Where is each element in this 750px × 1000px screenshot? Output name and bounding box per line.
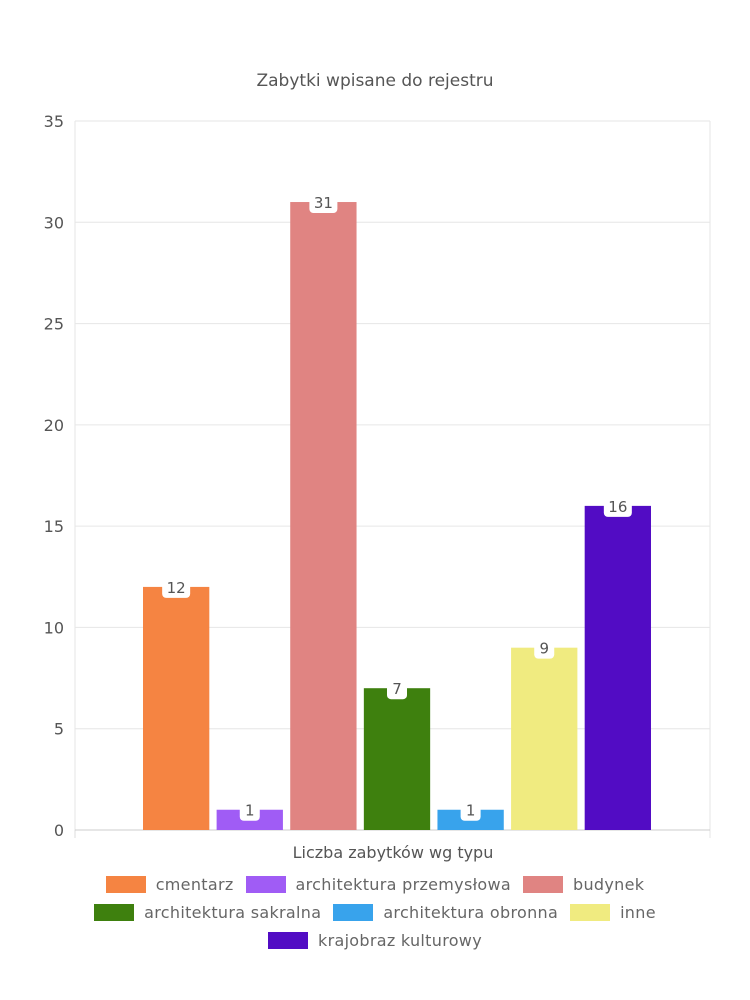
- legend-item[interactable]: krajobraz kulturowy: [268, 931, 482, 950]
- bar-6: [584, 505, 651, 830]
- data-label: 1: [466, 802, 476, 820]
- y-tick-label: 10: [44, 618, 64, 637]
- legend-item[interactable]: cmentarz: [105, 874, 234, 894]
- legend-row: cmentarz architektura przemysłowa budynek: [0, 870, 750, 898]
- legend-item[interactable]: inne: [570, 903, 656, 922]
- data-label-bg: [387, 677, 407, 700]
- data-labels: 12 1 31 7 1 9 16: [162, 191, 632, 821]
- bars: [143, 202, 651, 830]
- data-label-bg: [603, 494, 632, 517]
- y-tick-label: 30: [44, 213, 64, 232]
- data-label-bg: [534, 636, 555, 659]
- legend-row: architektura sakralna architektura obronn…: [0, 898, 750, 926]
- data-label: 1: [245, 802, 255, 820]
- legend-label: architektura przemysłowa: [295, 874, 512, 894]
- legend-swatch: [570, 903, 611, 921]
- x-axis-label: Liczba zabytków wg typu: [293, 843, 494, 862]
- legend-label: architektura sakralna: [144, 902, 322, 922]
- y-tick-label: 20: [44, 416, 64, 435]
- bar-3: [363, 688, 431, 830]
- y-tick-label: 15: [44, 517, 64, 536]
- legend-swatch: [245, 875, 286, 893]
- legend-swatch: [523, 875, 564, 893]
- legend-row: krajobraz kulturowy: [0, 926, 750, 954]
- chart: Zabytki wpisane do rejestru 0 5 10 15 20 25 30…: [44, 71, 711, 862]
- legend-label: krajobraz kulturowy: [318, 930, 482, 950]
- data-label-bg: [162, 575, 191, 598]
- legend-label: cmentarz: [155, 874, 234, 894]
- y-tick-label: 0: [54, 821, 64, 840]
- bar-2: [290, 202, 357, 830]
- legend-label: inne: [620, 902, 656, 922]
- data-label: 12: [167, 579, 186, 597]
- legend-label: budynek: [573, 874, 645, 894]
- y-tick-label: 5: [54, 720, 64, 739]
- legend: cmentarz architektura przemysłowa budynek a…: [0, 870, 750, 954]
- bar-0: [143, 586, 210, 830]
- data-label: 16: [608, 498, 627, 516]
- legend-swatch: [333, 903, 374, 921]
- y-tick-label: 25: [44, 315, 64, 334]
- data-label: 31: [314, 194, 333, 212]
- legend-label: architektura obronna: [383, 902, 559, 922]
- legend-item[interactable]: budynek: [523, 875, 644, 894]
- bar-5: [511, 647, 578, 830]
- data-label-bg: [309, 191, 338, 214]
- legend-swatch: [94, 903, 135, 921]
- legend-item[interactable]: architektura sakralna: [94, 903, 321, 922]
- legend-item[interactable]: architektura przemysłowa: [245, 874, 512, 894]
- y-tick-label: 35: [44, 112, 64, 131]
- data-label: 9: [539, 640, 549, 658]
- y-axis-ticks: 0 5 10 15 20 25 30 35: [44, 112, 64, 840]
- legend-swatch: [105, 875, 146, 893]
- data-label-bg: [239, 798, 260, 821]
- chart-title: Zabytki wpisane do rejestru: [256, 71, 493, 91]
- legend-item[interactable]: architektura obronna: [333, 903, 558, 922]
- data-label: 7: [392, 680, 402, 698]
- data-label-bg: [460, 798, 481, 821]
- legend-swatch: [268, 931, 309, 949]
